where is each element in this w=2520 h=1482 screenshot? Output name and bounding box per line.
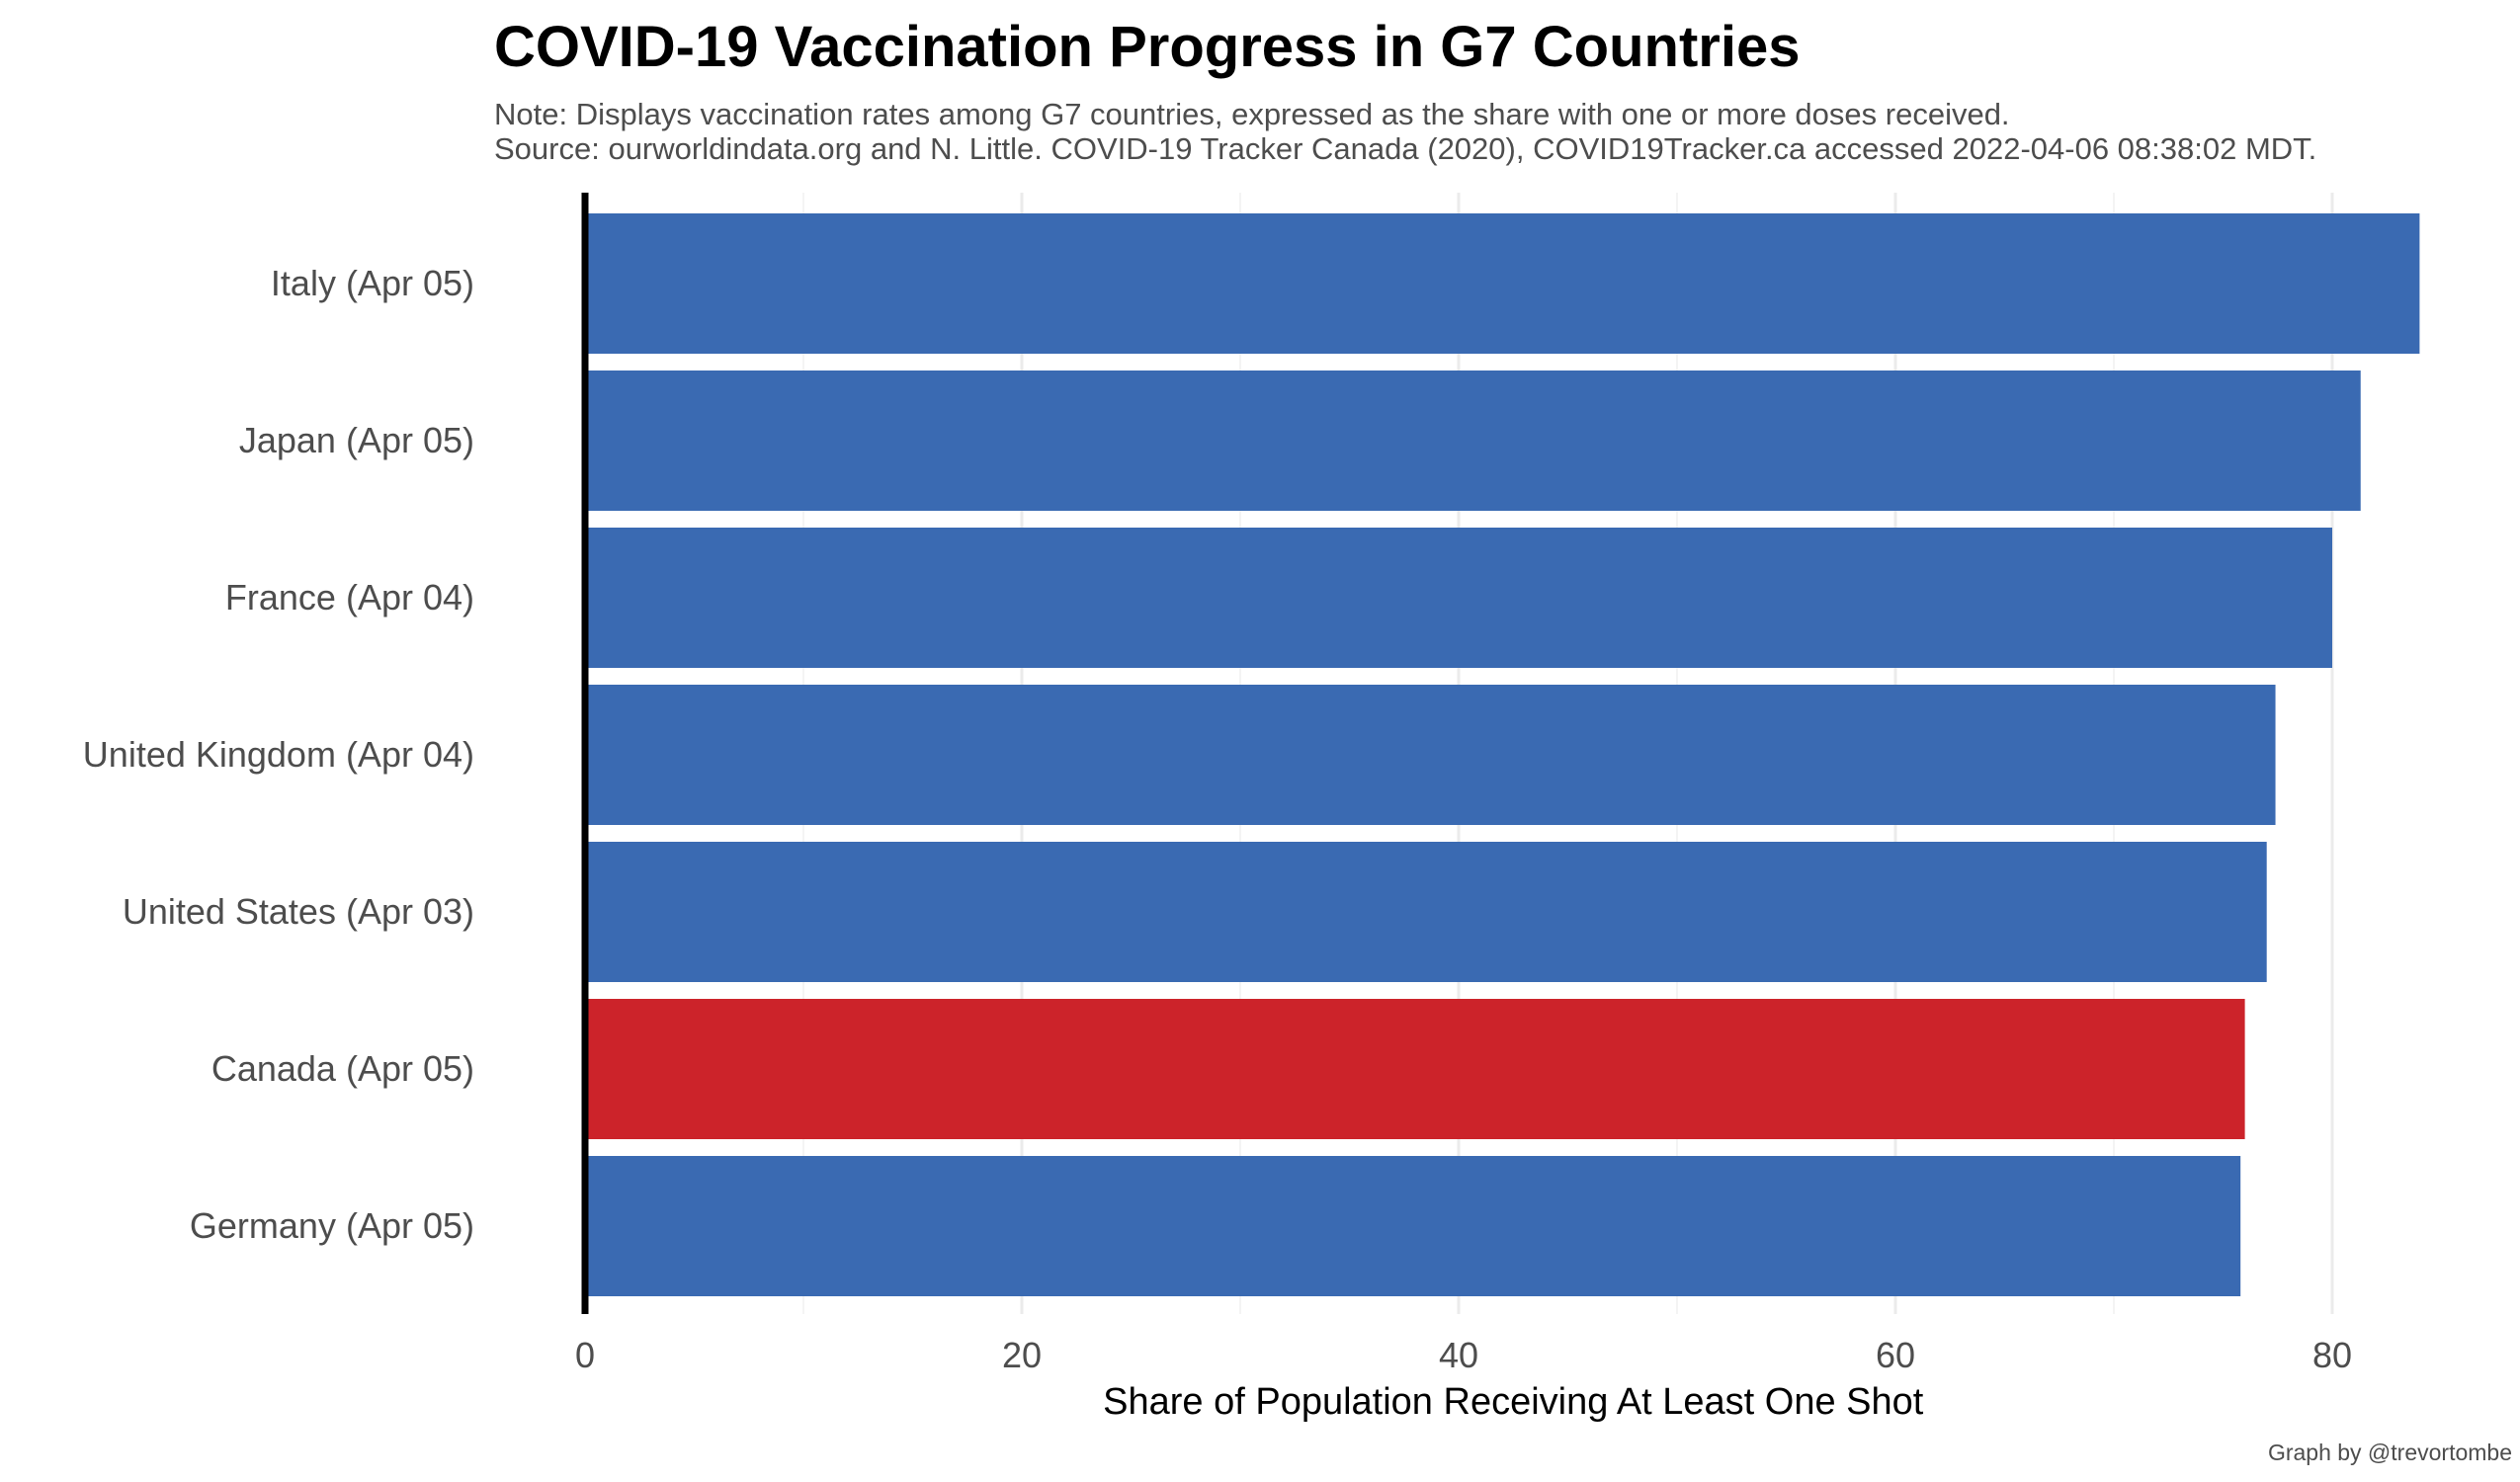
x-tick-label: 60 bbox=[1876, 1335, 1915, 1375]
bar bbox=[585, 999, 2245, 1139]
bar bbox=[585, 685, 2276, 825]
category-label: Italy (Apr 05) bbox=[271, 263, 474, 303]
category-labels: Italy (Apr 05) Japan (Apr 05) France (Apr … bbox=[83, 263, 474, 1246]
chart-title: COVID-19 Vaccination Progress in G7 Coun… bbox=[494, 15, 1801, 79]
category-label: United Kingdom (Apr 04) bbox=[83, 734, 474, 775]
bars bbox=[585, 213, 2420, 1296]
x-tick-label: 40 bbox=[1439, 1335, 1478, 1375]
bar bbox=[585, 842, 2267, 982]
category-label: United States (Apr 03) bbox=[123, 891, 474, 932]
bar bbox=[585, 1156, 2241, 1296]
bar bbox=[585, 370, 2361, 511]
x-tick-labels: 0 20 40 60 80 bbox=[575, 1335, 2352, 1375]
x-tick-label: 80 bbox=[2312, 1335, 2352, 1375]
chart-caption: Graph by @trevortombe bbox=[2267, 1440, 2512, 1465]
category-label: Germany (Apr 05) bbox=[190, 1205, 474, 1246]
x-tick-label: 0 bbox=[575, 1335, 595, 1375]
category-label: Japan (Apr 05) bbox=[239, 420, 474, 460]
bar bbox=[585, 213, 2420, 354]
x-tick-label: 20 bbox=[1002, 1335, 1042, 1375]
bar bbox=[585, 528, 2332, 668]
category-label: France (Apr 04) bbox=[225, 577, 474, 618]
category-label: Canada (Apr 05) bbox=[211, 1048, 474, 1089]
x-axis-label: Share of Population Receiving At Least O… bbox=[1103, 1381, 1924, 1423]
chart-subtitle-source: Source: ourworldindata.org and N. Little… bbox=[494, 131, 2317, 166]
chart-subtitle-note: Note: Displays vaccination rates among G… bbox=[494, 97, 2010, 131]
